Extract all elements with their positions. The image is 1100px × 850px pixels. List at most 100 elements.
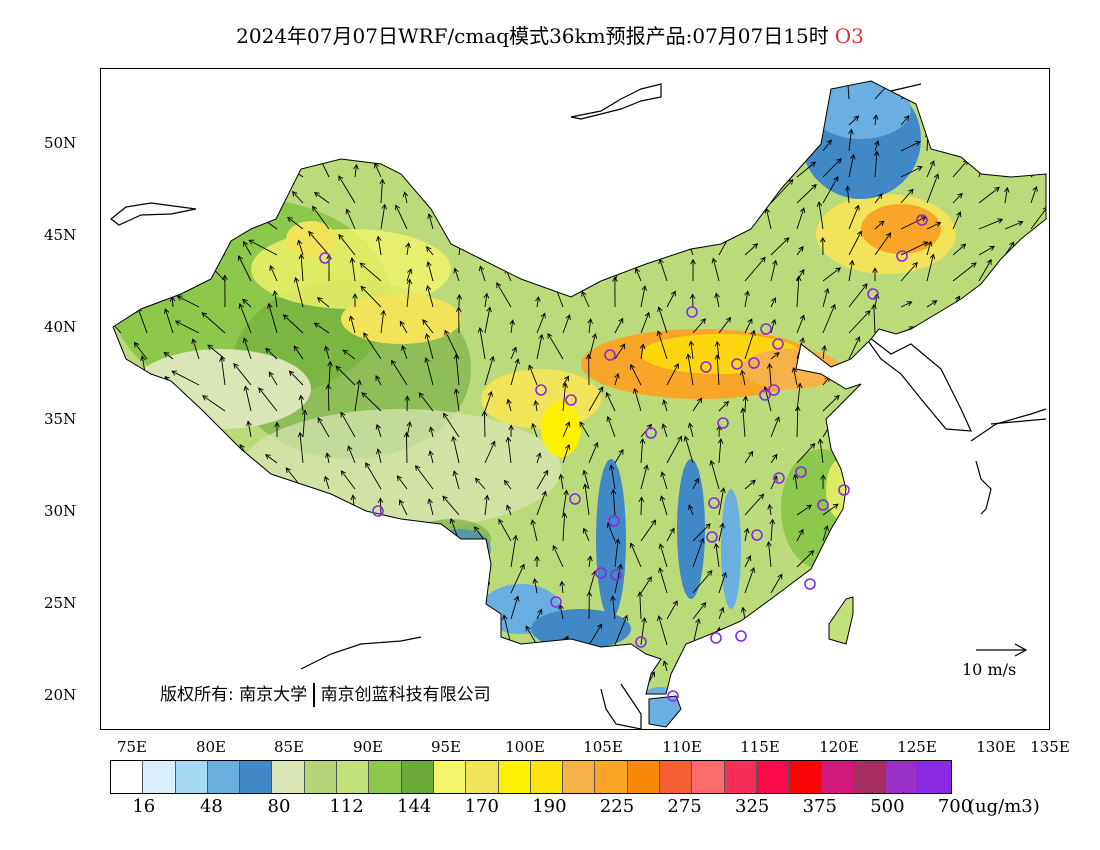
wind-arrow [345,208,356,230]
wind-arrow [221,580,228,594]
wind-arrow [418,392,434,412]
wind-arrow [1030,420,1046,438]
wind-arrow [925,321,931,334]
wind-arrow [718,130,737,152]
wind-arrow [1030,185,1038,204]
wind-arrow [588,95,598,126]
wind-arrow [874,525,886,542]
wind-arrow [634,267,642,282]
station-5 [700,361,712,373]
wind-arrow [659,495,668,516]
wind-arrow [526,223,538,256]
wind-arrow [340,411,356,438]
wind-arrow [251,474,278,490]
wind-arrow [335,365,356,386]
wind-arrow [739,369,746,386]
station-30 [372,505,384,517]
wind-arrow [741,192,748,204]
lon-label: 95E [430,738,462,756]
wind-arrow [380,572,388,594]
wind-arrow [536,608,543,620]
wind-arrow [588,623,603,646]
wind-arrow [822,267,842,282]
wind-arrow [212,222,226,230]
wind-arrow [230,81,252,100]
wind-arrow [552,544,564,568]
wind-arrow [1030,575,1037,594]
wind-arrow [386,515,408,542]
wind-arrow [558,473,565,490]
wind-arrow [217,640,226,672]
wind-arrow [246,420,252,438]
wind-arrow [744,243,759,256]
wind-arrow [640,464,649,490]
wind-arrow [378,522,385,542]
wind-arrow [848,415,869,438]
wind-arrow [926,584,939,594]
wind-arrow [900,90,918,100]
wind-arrow [117,270,123,282]
wind-arrow [248,552,255,568]
wind-arrow [1030,447,1046,464]
wind-arrow [848,230,862,256]
station-9 [565,394,577,406]
wind-arrow [978,362,989,386]
wind-arrow [536,333,544,360]
copyright-notice: 版权所有: 南京大学 南京创蓝科技有限公司 [160,680,491,707]
wind-arrow [510,109,518,126]
wind-arrow [425,285,434,308]
wind-arrow [113,82,122,100]
map-title: 2024年07月07日WRF/cmaq模式36km预报产品:07月07日15时 O… [0,20,1100,49]
wind-arrow [420,628,434,646]
wind-arrow [483,292,490,308]
wind-arrow [401,345,408,360]
legend-label: 170 [464,796,499,817]
wind-arrow [268,371,278,386]
wind-arrow [635,233,642,256]
wind-arrow [770,179,794,204]
wind-arrow [926,554,946,568]
wind-arrow [279,577,304,594]
wind-arrow [506,504,512,516]
wind-arrow [1030,271,1046,282]
wind-arrow [154,238,174,256]
wind-arrow [1004,220,1024,230]
lat-label: 30N [44,502,77,520]
station-25 [735,630,747,642]
wind-arrow [131,164,148,178]
wind-arrow [685,150,694,178]
wind-arrow [238,302,252,334]
wind-arrow [846,447,852,464]
wind-arrow [426,569,434,594]
wind-arrow [741,644,747,672]
wind-arrow [484,494,490,516]
wind-arrow [393,630,408,646]
wind-arrow [229,139,252,152]
wind-arrow [562,99,571,126]
wind-arrow [978,289,997,308]
wind-arrow [769,518,776,542]
legend-swatch [433,761,467,793]
wind-arrow [190,101,200,126]
wind-arrow [714,340,721,360]
wind-arrow [640,576,652,594]
legend-swatch [627,761,661,793]
wind-arrow [262,111,278,126]
wind-arrow [718,316,732,334]
wind-arrow [952,108,965,126]
wind-arrow [606,203,616,230]
wind-arrow [692,537,705,568]
wind-arrow [769,103,776,126]
legend-swatch [595,761,628,793]
wind-arrow [301,587,308,620]
wind-arrow [952,126,962,152]
wind-arrow [661,423,668,438]
legend-swatch [530,761,564,793]
station-32 [896,250,908,262]
legend-swatch [304,761,338,793]
wind-arrow [666,435,682,464]
station-17 [708,497,720,509]
wind-arrow [1004,398,1017,412]
wind-arrow [848,678,870,694]
wind-arrow [822,287,830,308]
